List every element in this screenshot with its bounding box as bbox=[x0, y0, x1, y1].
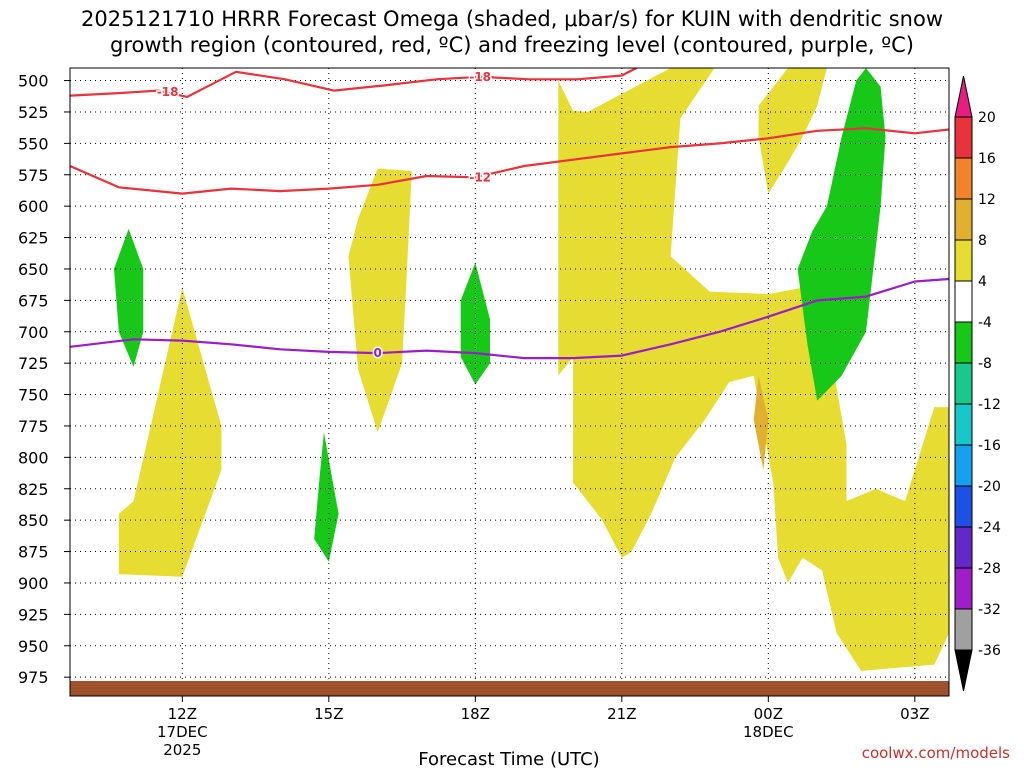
y-tick-label: 875 bbox=[18, 543, 49, 562]
colorbar-swatch bbox=[954, 280, 973, 323]
x-tick-label: 15Z bbox=[314, 705, 343, 723]
omega-region-weak-ascent-d bbox=[797, 68, 886, 401]
contour-dgz-minus-12 bbox=[70, 127, 949, 195]
omega-region-weak-descent-d bbox=[758, 68, 827, 194]
y-tick-label: 575 bbox=[18, 166, 49, 185]
x-tick-label: 21Z bbox=[607, 705, 636, 723]
y-tick-label: 725 bbox=[18, 354, 49, 373]
colorbar-swatch bbox=[954, 362, 973, 405]
x-tick-label: 18Z bbox=[461, 705, 490, 723]
y-axis: 500 525 550 575 600 625 650 675 700 725 750 775 800 8… bbox=[18, 72, 70, 687]
ground-terrain bbox=[70, 681, 949, 696]
colorbar-label: -20 bbox=[978, 479, 1001, 495]
y-tick-label: 675 bbox=[18, 291, 49, 310]
colorbar-swatch bbox=[954, 444, 973, 487]
colorbar-label: -12 bbox=[978, 397, 1001, 413]
colorbar-swatch bbox=[954, 321, 973, 364]
y-tick-label: 975 bbox=[18, 668, 49, 687]
y-tick-label: 550 bbox=[18, 134, 49, 153]
colorbar-swatch bbox=[954, 198, 973, 241]
x-tick-date: 17DEC bbox=[157, 723, 208, 741]
omega-region-weak-descent-c bbox=[558, 68, 949, 671]
omega-region-weak-ascent-b bbox=[314, 432, 339, 562]
y-tick-label: 900 bbox=[18, 574, 49, 593]
colorbar-swatch bbox=[954, 608, 973, 651]
colorbar-label: 16 bbox=[978, 151, 996, 167]
colorbar-label: -4 bbox=[978, 315, 992, 331]
title-line-1: 2025121710 HRRR Forecast Omega (shaded, … bbox=[80, 7, 943, 31]
contour-label-dgz-minus-18: -18 bbox=[157, 85, 179, 99]
colorbar-label: 8 bbox=[978, 233, 987, 249]
colorbar-label: 20 bbox=[978, 110, 996, 126]
contour-dgz-minus-18 bbox=[70, 68, 639, 98]
plot-frame bbox=[69, 67, 950, 697]
x-tick-label: 12Z bbox=[168, 705, 197, 723]
colorbar-label: -32 bbox=[978, 602, 1001, 618]
x-axis-title: Forecast Time (UTC) bbox=[418, 749, 599, 768]
x-tick-label: 03Z bbox=[900, 705, 929, 723]
y-tick-label: 600 bbox=[18, 197, 49, 216]
y-tick-label: 950 bbox=[18, 637, 49, 656]
contour-label-freezing-level-0: 0 bbox=[373, 346, 381, 360]
y-tick-label: 750 bbox=[18, 386, 49, 405]
y-tick-label: 525 bbox=[18, 103, 49, 122]
colorbar-bottom-arrow bbox=[954, 649, 973, 692]
omega-shading-layer bbox=[114, 68, 949, 671]
colorbar-label: -28 bbox=[978, 561, 1001, 577]
y-tick-label: 800 bbox=[18, 448, 49, 467]
colorbar-swatch bbox=[954, 239, 973, 282]
colorbar-label: -24 bbox=[978, 520, 1001, 536]
colorbar-swatch bbox=[954, 157, 973, 200]
x-tick-year: 2025 bbox=[163, 741, 201, 759]
credit-link[interactable]: coolwx.com/models bbox=[861, 744, 1010, 762]
colorbar-swatch bbox=[954, 567, 973, 610]
omega-region-moderate-descent bbox=[753, 375, 769, 470]
colorbar-label: -16 bbox=[978, 438, 1001, 454]
x-tick-label: 00Z bbox=[754, 705, 783, 723]
contour-label-dgz-minus-12: -12 bbox=[469, 170, 491, 184]
y-tick-label: 925 bbox=[18, 605, 49, 624]
contour-freezing-level-0 bbox=[70, 277, 949, 360]
y-tick-label: 500 bbox=[18, 72, 49, 91]
colorbar-swatch bbox=[954, 485, 973, 528]
colorbar-swatch bbox=[954, 116, 973, 159]
contour-layer: -18 -18 -12 0 bbox=[70, 68, 949, 362]
chart-title: 2025121710 HRRR Forecast Omega (shaded, … bbox=[0, 6, 1024, 58]
colorbar-label: 12 bbox=[978, 192, 996, 208]
colorbar-legend: 20 16 12 8 4 -4 -8 -12 -16 -20 -24 -28 -32 -36 bbox=[954, 75, 1001, 692]
y-tick-label: 650 bbox=[18, 260, 49, 279]
colorbar-label: 4 bbox=[978, 274, 987, 290]
contour-label-dgz-minus-18: -18 bbox=[469, 70, 491, 84]
x-tick-date: 18DEC bbox=[743, 723, 794, 741]
title-line-2: growth region (contoured, red, ºC) and f… bbox=[110, 33, 914, 57]
colorbar-label: -36 bbox=[978, 643, 1001, 659]
y-tick-label: 825 bbox=[18, 480, 49, 499]
y-tick-label: 775 bbox=[18, 417, 49, 436]
colorbar-swatch bbox=[954, 526, 973, 569]
y-tick-label: 625 bbox=[18, 229, 49, 248]
colorbar-top-arrow bbox=[954, 75, 973, 118]
y-tick-label: 850 bbox=[18, 511, 49, 530]
omega-region-weak-descent-a bbox=[118, 287, 222, 577]
omega-region-weak-ascent-a bbox=[114, 228, 144, 367]
colorbar-swatch bbox=[954, 403, 973, 446]
y-tick-label: 700 bbox=[18, 323, 49, 342]
colorbar-label: -8 bbox=[978, 356, 992, 372]
